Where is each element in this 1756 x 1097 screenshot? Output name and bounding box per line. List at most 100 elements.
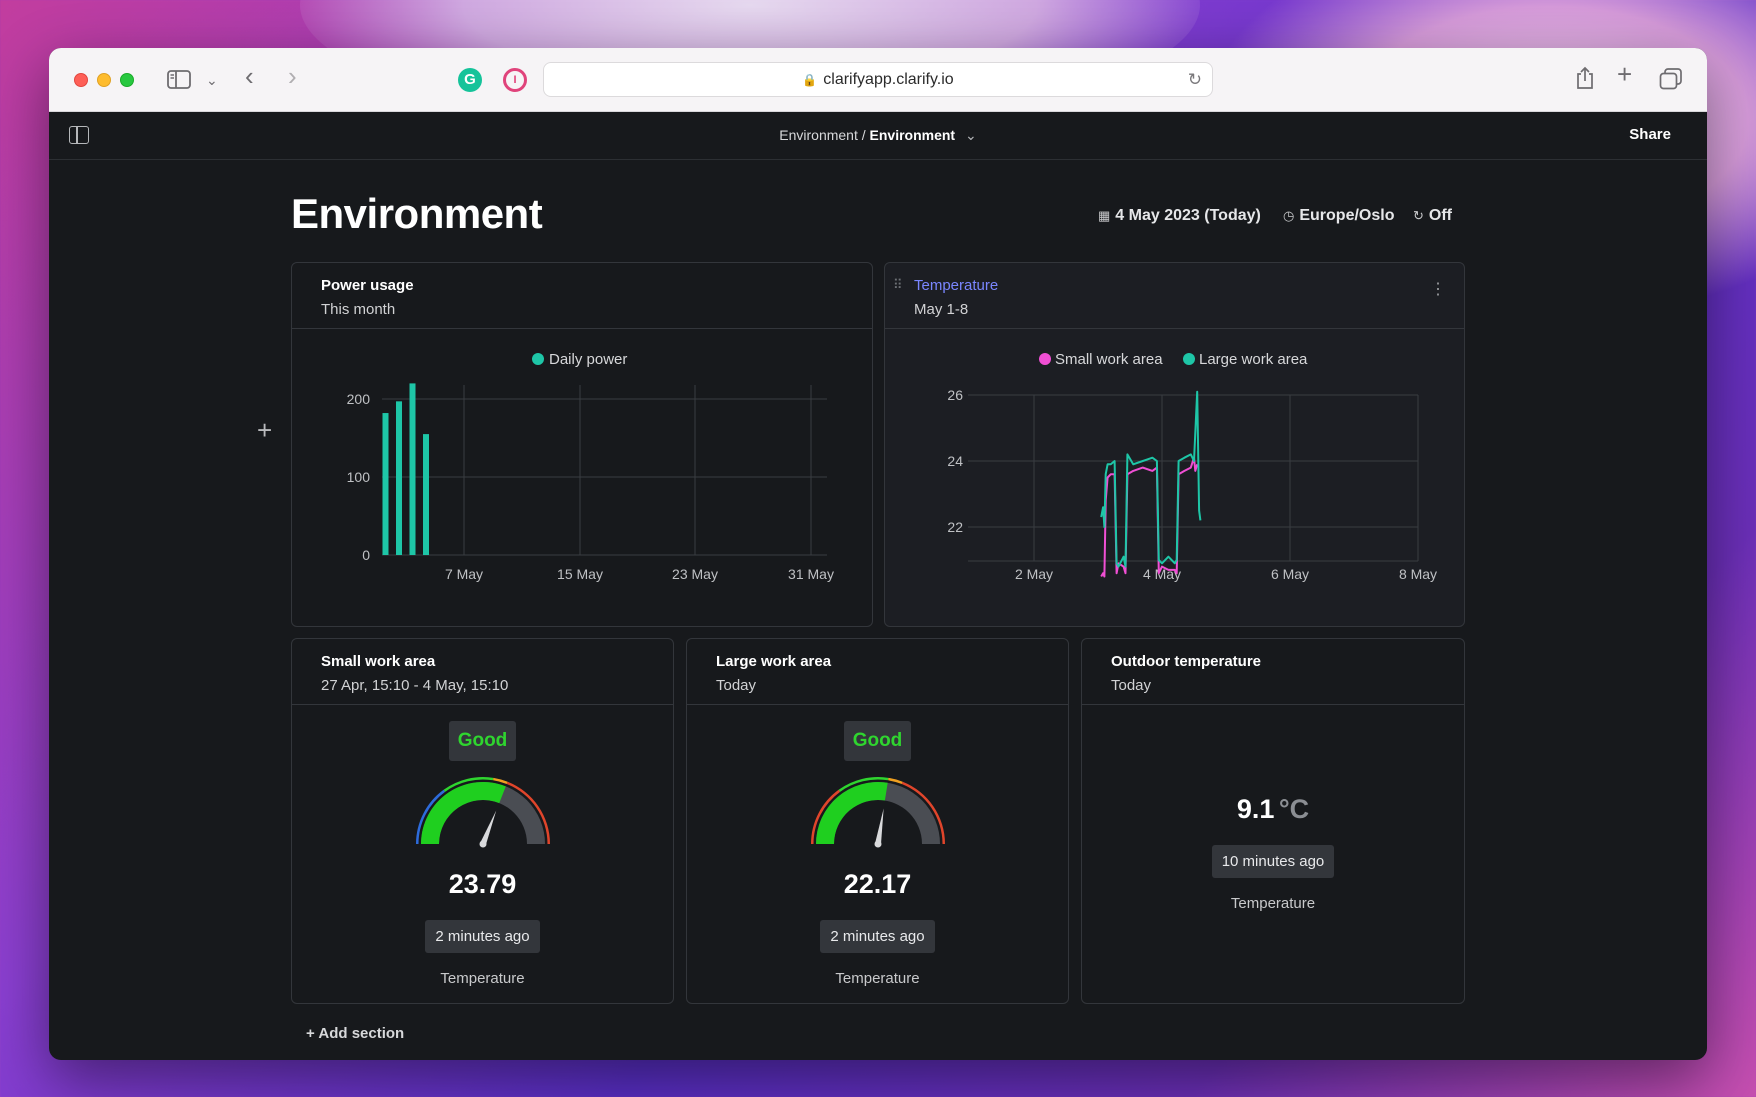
x-tick-label: 8 May bbox=[1399, 566, 1437, 582]
legend-label: Small work area bbox=[1055, 351, 1163, 368]
y-tick-label: 22 bbox=[947, 519, 963, 535]
value-container: 22.17 bbox=[687, 869, 1068, 900]
gauge-band-good bbox=[443, 777, 493, 792]
gauge-panel: Good bbox=[687, 721, 1068, 761]
temperature-gauge bbox=[415, 777, 550, 848]
chart-legend: Small work area Large work area bbox=[1039, 351, 1308, 368]
timezone-label: Europe/Oslo bbox=[1299, 207, 1395, 224]
gauge-panel: Good bbox=[292, 721, 673, 761]
gauge-container bbox=[687, 774, 1068, 859]
sidebar-toggle-icon[interactable] bbox=[69, 126, 89, 144]
power-usage-card[interactable]: Power usage This month Daily power 7 May 1… bbox=[291, 262, 873, 627]
calendar-icon: ▦ bbox=[1098, 208, 1111, 223]
series-line bbox=[1100, 456, 1199, 578]
x-tick-label: 31 May bbox=[788, 566, 834, 582]
series-line bbox=[1100, 390, 1202, 568]
updated-container: 2 minutes ago bbox=[687, 920, 1068, 953]
date-picker[interactable]: ▦ 4 May 2023 (Today) bbox=[1098, 207, 1261, 225]
x-tick-label: 2 May bbox=[1015, 566, 1053, 582]
add-card-button[interactable]: + bbox=[257, 415, 273, 445]
gauge-container bbox=[292, 774, 673, 859]
add-section-label: Add section bbox=[318, 1025, 405, 1042]
forward-icon[interactable]: › bbox=[288, 61, 297, 91]
reading-unit: °C bbox=[1278, 794, 1310, 824]
outdoor-temperature-card[interactable]: Outdoor temperature Today 9.1 °C 10 minu… bbox=[1081, 638, 1465, 1004]
y-tick-label: 100 bbox=[347, 469, 371, 485]
breadcrumb[interactable]: Environment / Environment ⌄ bbox=[49, 127, 1707, 144]
y-tick-label: 24 bbox=[947, 453, 963, 469]
card-title: Small work area bbox=[321, 653, 436, 670]
card-header: Outdoor temperature Today bbox=[1082, 639, 1464, 705]
zoom-window-button[interactable] bbox=[120, 73, 134, 87]
date-label: 4 May 2023 (Today) bbox=[1115, 207, 1261, 224]
y-tick-label: 200 bbox=[347, 391, 371, 407]
reading-value: 23.79 bbox=[448, 869, 517, 899]
gauge-band-high bbox=[506, 781, 550, 844]
card-title[interactable]: Temperature bbox=[914, 277, 999, 294]
power-bar bbox=[423, 434, 429, 555]
gauge-band-high bbox=[901, 781, 945, 844]
minimize-window-button[interactable] bbox=[97, 73, 111, 87]
url-text: clarifyapp.clarify.io bbox=[823, 70, 954, 88]
x-tick-label: 7 May bbox=[445, 566, 483, 582]
breadcrumb-parent[interactable]: Environment bbox=[779, 127, 858, 143]
legend-label: Daily power bbox=[549, 351, 627, 368]
temperature-card[interactable]: ⠿ Temperature May 1-8 ⋮ Small work area L… bbox=[884, 262, 1465, 627]
power-bar bbox=[382, 413, 389, 555]
refresh-label: Off bbox=[1428, 207, 1453, 224]
chevron-down-icon[interactable]: ⌄ bbox=[206, 72, 218, 88]
card-header: Power usage This month bbox=[292, 263, 872, 329]
refresh-icon: ↻ bbox=[1413, 208, 1424, 223]
y-tick-label: 0 bbox=[362, 547, 370, 563]
gauge-band-good bbox=[838, 777, 888, 792]
card-title: Power usage bbox=[321, 277, 414, 294]
sidebar-icon[interactable] bbox=[167, 69, 193, 95]
updated-container: 10 minutes ago bbox=[1082, 845, 1464, 878]
grammarly-extension-icon[interactable]: G bbox=[458, 68, 482, 92]
close-window-button[interactable] bbox=[74, 73, 88, 87]
app-header: Environment / Environment ⌄ Share bbox=[49, 112, 1707, 160]
back-icon[interactable]: ‹ bbox=[245, 61, 254, 91]
card-header: ⠿ Temperature May 1-8 ⋮ bbox=[885, 263, 1464, 329]
share-button[interactable]: Share bbox=[1629, 126, 1671, 143]
large-work-area-card[interactable]: Large work area Today Good 22.17 2 minut… bbox=[686, 638, 1069, 1004]
updated-badge: 2 minutes ago bbox=[425, 920, 540, 953]
refresh-toggle[interactable]: ↻ Off bbox=[1413, 207, 1452, 225]
status-badge: Good bbox=[448, 721, 517, 761]
value-container: 23.79 bbox=[292, 869, 673, 900]
reading-value: 22.17 bbox=[843, 869, 912, 899]
card-subtitle: 27 Apr, 15:10 - 4 May, 15:10 bbox=[321, 677, 509, 694]
reload-icon[interactable]: ↻ bbox=[1187, 70, 1202, 89]
add-section-button[interactable]: + Add section bbox=[306, 1025, 405, 1042]
card-subtitle: Today bbox=[716, 677, 757, 694]
legend-swatch bbox=[532, 353, 544, 365]
small-work-area-card[interactable]: Small work area 27 Apr, 15:10 - 4 May, 1… bbox=[291, 638, 674, 1004]
card-subtitle: May 1-8 bbox=[914, 301, 969, 318]
card-subtitle: Today bbox=[1111, 677, 1152, 694]
share-icon[interactable] bbox=[1575, 66, 1595, 94]
timezone-picker[interactable]: ◷ Europe/Oslo bbox=[1283, 207, 1394, 225]
temperature-gauge bbox=[810, 777, 945, 848]
onepassword-extension-icon[interactable]: I bbox=[503, 68, 527, 92]
new-tab-icon[interactable]: + bbox=[1617, 59, 1633, 89]
card-title: Outdoor temperature bbox=[1111, 653, 1262, 670]
x-tick-label: 23 May bbox=[672, 566, 718, 582]
more-options-icon[interactable]: ⋮ bbox=[1430, 281, 1446, 298]
address-bar[interactable]: 🔒 clarifyapp.clarify.io ↻ bbox=[543, 62, 1213, 97]
browser-window: ⌄ ‹ › G I 🔒 clarifyapp.clarify.io ↻ + En… bbox=[49, 48, 1707, 1060]
gauge-band-warn bbox=[492, 777, 508, 785]
gauge-band-low bbox=[810, 789, 840, 844]
breadcrumb-current[interactable]: Environment bbox=[869, 127, 956, 143]
drag-handle-icon[interactable]: ⠿ bbox=[893, 277, 902, 292]
chart-legend: Daily power bbox=[532, 351, 627, 368]
page-title: Environment bbox=[291, 190, 543, 237]
reading-caption: Temperature bbox=[835, 970, 920, 987]
card-subtitle: This month bbox=[321, 301, 396, 318]
chevron-down-icon[interactable]: ⌄ bbox=[965, 127, 977, 143]
power-usage-chart: Daily power 7 May 15 May 23 May 31 May 0 100 20… bbox=[347, 351, 834, 582]
reading-caption: Temperature bbox=[1230, 895, 1316, 912]
caption-container: Temperature bbox=[687, 970, 1068, 988]
power-bar bbox=[409, 383, 416, 555]
tab-overview-icon[interactable] bbox=[1659, 68, 1683, 94]
reading-value: 9.1 bbox=[1236, 794, 1275, 824]
